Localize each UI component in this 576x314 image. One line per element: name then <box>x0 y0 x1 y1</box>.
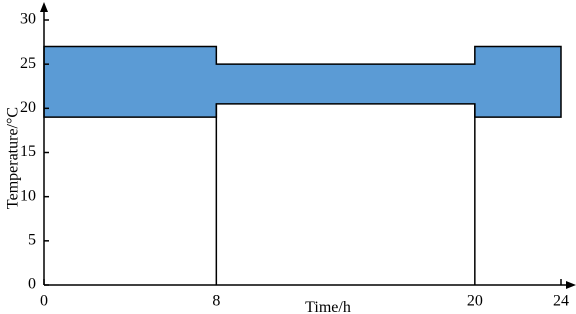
temperature-band <box>43 45 562 118</box>
x-axis-label: Time/h <box>305 299 351 314</box>
x-axis-arrow <box>566 281 576 289</box>
y-tick-label: 30 <box>20 11 36 28</box>
x-tick-label: 24 <box>553 293 569 310</box>
y-tick-label: 5 <box>28 232 36 249</box>
x-tick-label: 20 <box>467 293 483 310</box>
y-tick-label: 20 <box>20 99 36 116</box>
y-tick-label: 10 <box>20 187 36 204</box>
y-tick-label: 0 <box>28 276 36 293</box>
y-tick-label: 25 <box>20 55 36 72</box>
y-tick-label: 15 <box>20 143 36 160</box>
x-tick-label: 8 <box>212 293 220 310</box>
x-tick-label: 0 <box>40 293 48 310</box>
y-axis-arrow <box>40 2 48 12</box>
y-axis-label: Temperature/°C <box>5 107 22 209</box>
